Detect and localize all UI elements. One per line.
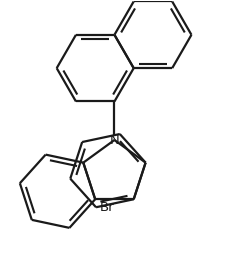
Text: Br: Br bbox=[100, 201, 114, 214]
Text: N: N bbox=[110, 134, 119, 146]
